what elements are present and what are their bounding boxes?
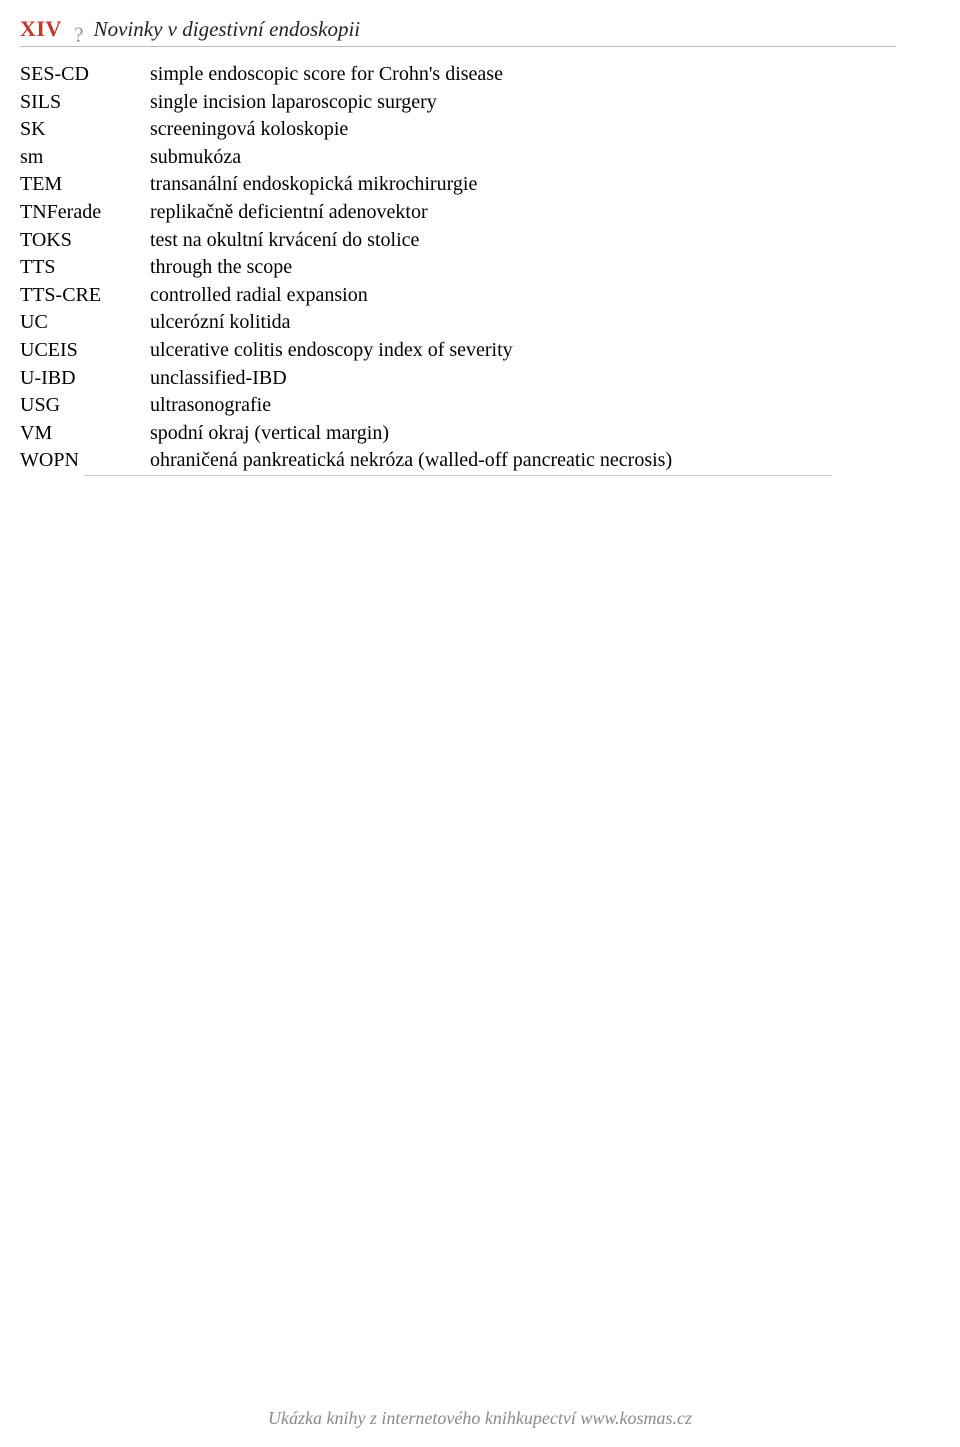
abbr-definition: unclassified-IBD	[150, 365, 896, 393]
abbr-term: UC	[20, 309, 150, 337]
abbr-term: WOPN	[20, 447, 150, 475]
abbr-definition: test na okultní krvácení do stolice	[150, 227, 896, 255]
abbr-definition: replikačně deficientní adenovektor	[150, 199, 896, 227]
abbr-row: TTS-CREcontrolled radial expansion	[20, 282, 896, 310]
abbr-row: UCEISulcerative colitis endoscopy index …	[20, 337, 896, 365]
abbr-definition: simple endoscopic score for Crohn's dise…	[150, 61, 896, 89]
abbr-definition: screeningová koloskopie	[150, 116, 896, 144]
abbr-row: U-IBDunclassified-IBD	[20, 365, 896, 393]
header-divider	[20, 46, 896, 47]
abbr-definition: ultrasonografie	[150, 392, 896, 420]
abbr-row: TNFeradereplikačně deficientní adenovekt…	[20, 199, 896, 227]
abbr-term: TOKS	[20, 227, 150, 255]
abbr-term: sm	[20, 144, 150, 172]
abbr-term: TTS-CRE	[20, 282, 150, 310]
abbr-row: TTSthrough the scope	[20, 254, 896, 282]
abbr-definition: single incision laparoscopic surgery	[150, 89, 896, 117]
abbr-row: smsubmukóza	[20, 144, 896, 172]
abbr-row: USGultrasonografie	[20, 392, 896, 420]
abbr-row: SILSsingle incision laparoscopic surgery	[20, 89, 896, 117]
page-header: XIV ? Novinky v digestivní endoskopii	[20, 16, 896, 42]
abbr-term: USG	[20, 392, 150, 420]
abbr-row: UCulcerózní kolitida	[20, 309, 896, 337]
abbr-term: SILS	[20, 89, 150, 117]
abbr-row: VMspodní okraj (vertical margin)	[20, 420, 896, 448]
abbr-row: WOPNohraničená pankreatická nekróza (wal…	[20, 447, 896, 475]
abbr-row: TOKStest na okultní krvácení do stolice	[20, 227, 896, 255]
abbr-definition: ulcerózní kolitida	[150, 309, 896, 337]
page-title: Novinky v digestivní endoskopii	[94, 17, 361, 42]
footer-text: Ukázka knihy z internetového knihkupectv…	[0, 1408, 960, 1429]
page: XIV ? Novinky v digestivní endoskopii SE…	[0, 0, 960, 1447]
footer-divider	[84, 475, 832, 476]
abbr-definition: ohraničená pankreatická nekróza (walled-…	[150, 447, 896, 475]
abbr-term: TNFerade	[20, 199, 150, 227]
abbr-definition: transanální endoskopická mikrochirurgie	[150, 171, 896, 199]
question-mark-icon: ?	[74, 22, 84, 48]
page-footer: Ukázka knihy z internetového knihkupectv…	[20, 475, 896, 476]
abbr-term: SES-CD	[20, 61, 150, 89]
page-number: XIV	[20, 16, 62, 42]
abbr-definition: controlled radial expansion	[150, 282, 896, 310]
abbr-term: VM	[20, 420, 150, 448]
abbr-definition: submukóza	[150, 144, 896, 172]
abbr-term: UCEIS	[20, 337, 150, 365]
abbr-term: TTS	[20, 254, 150, 282]
abbreviation-list: SES-CDsimple endoscopic score for Crohn'…	[20, 61, 896, 475]
abbr-definition: spodní okraj (vertical margin)	[150, 420, 896, 448]
abbr-term: TEM	[20, 171, 150, 199]
abbr-row: SES-CDsimple endoscopic score for Crohn'…	[20, 61, 896, 89]
abbr-row: SKscreeningová koloskopie	[20, 116, 896, 144]
abbr-term: U-IBD	[20, 365, 150, 393]
abbr-definition: ulcerative colitis endoscopy index of se…	[150, 337, 896, 365]
abbr-definition: through the scope	[150, 254, 896, 282]
abbr-row: TEMtransanální endoskopická mikrochirurg…	[20, 171, 896, 199]
abbr-term: SK	[20, 116, 150, 144]
